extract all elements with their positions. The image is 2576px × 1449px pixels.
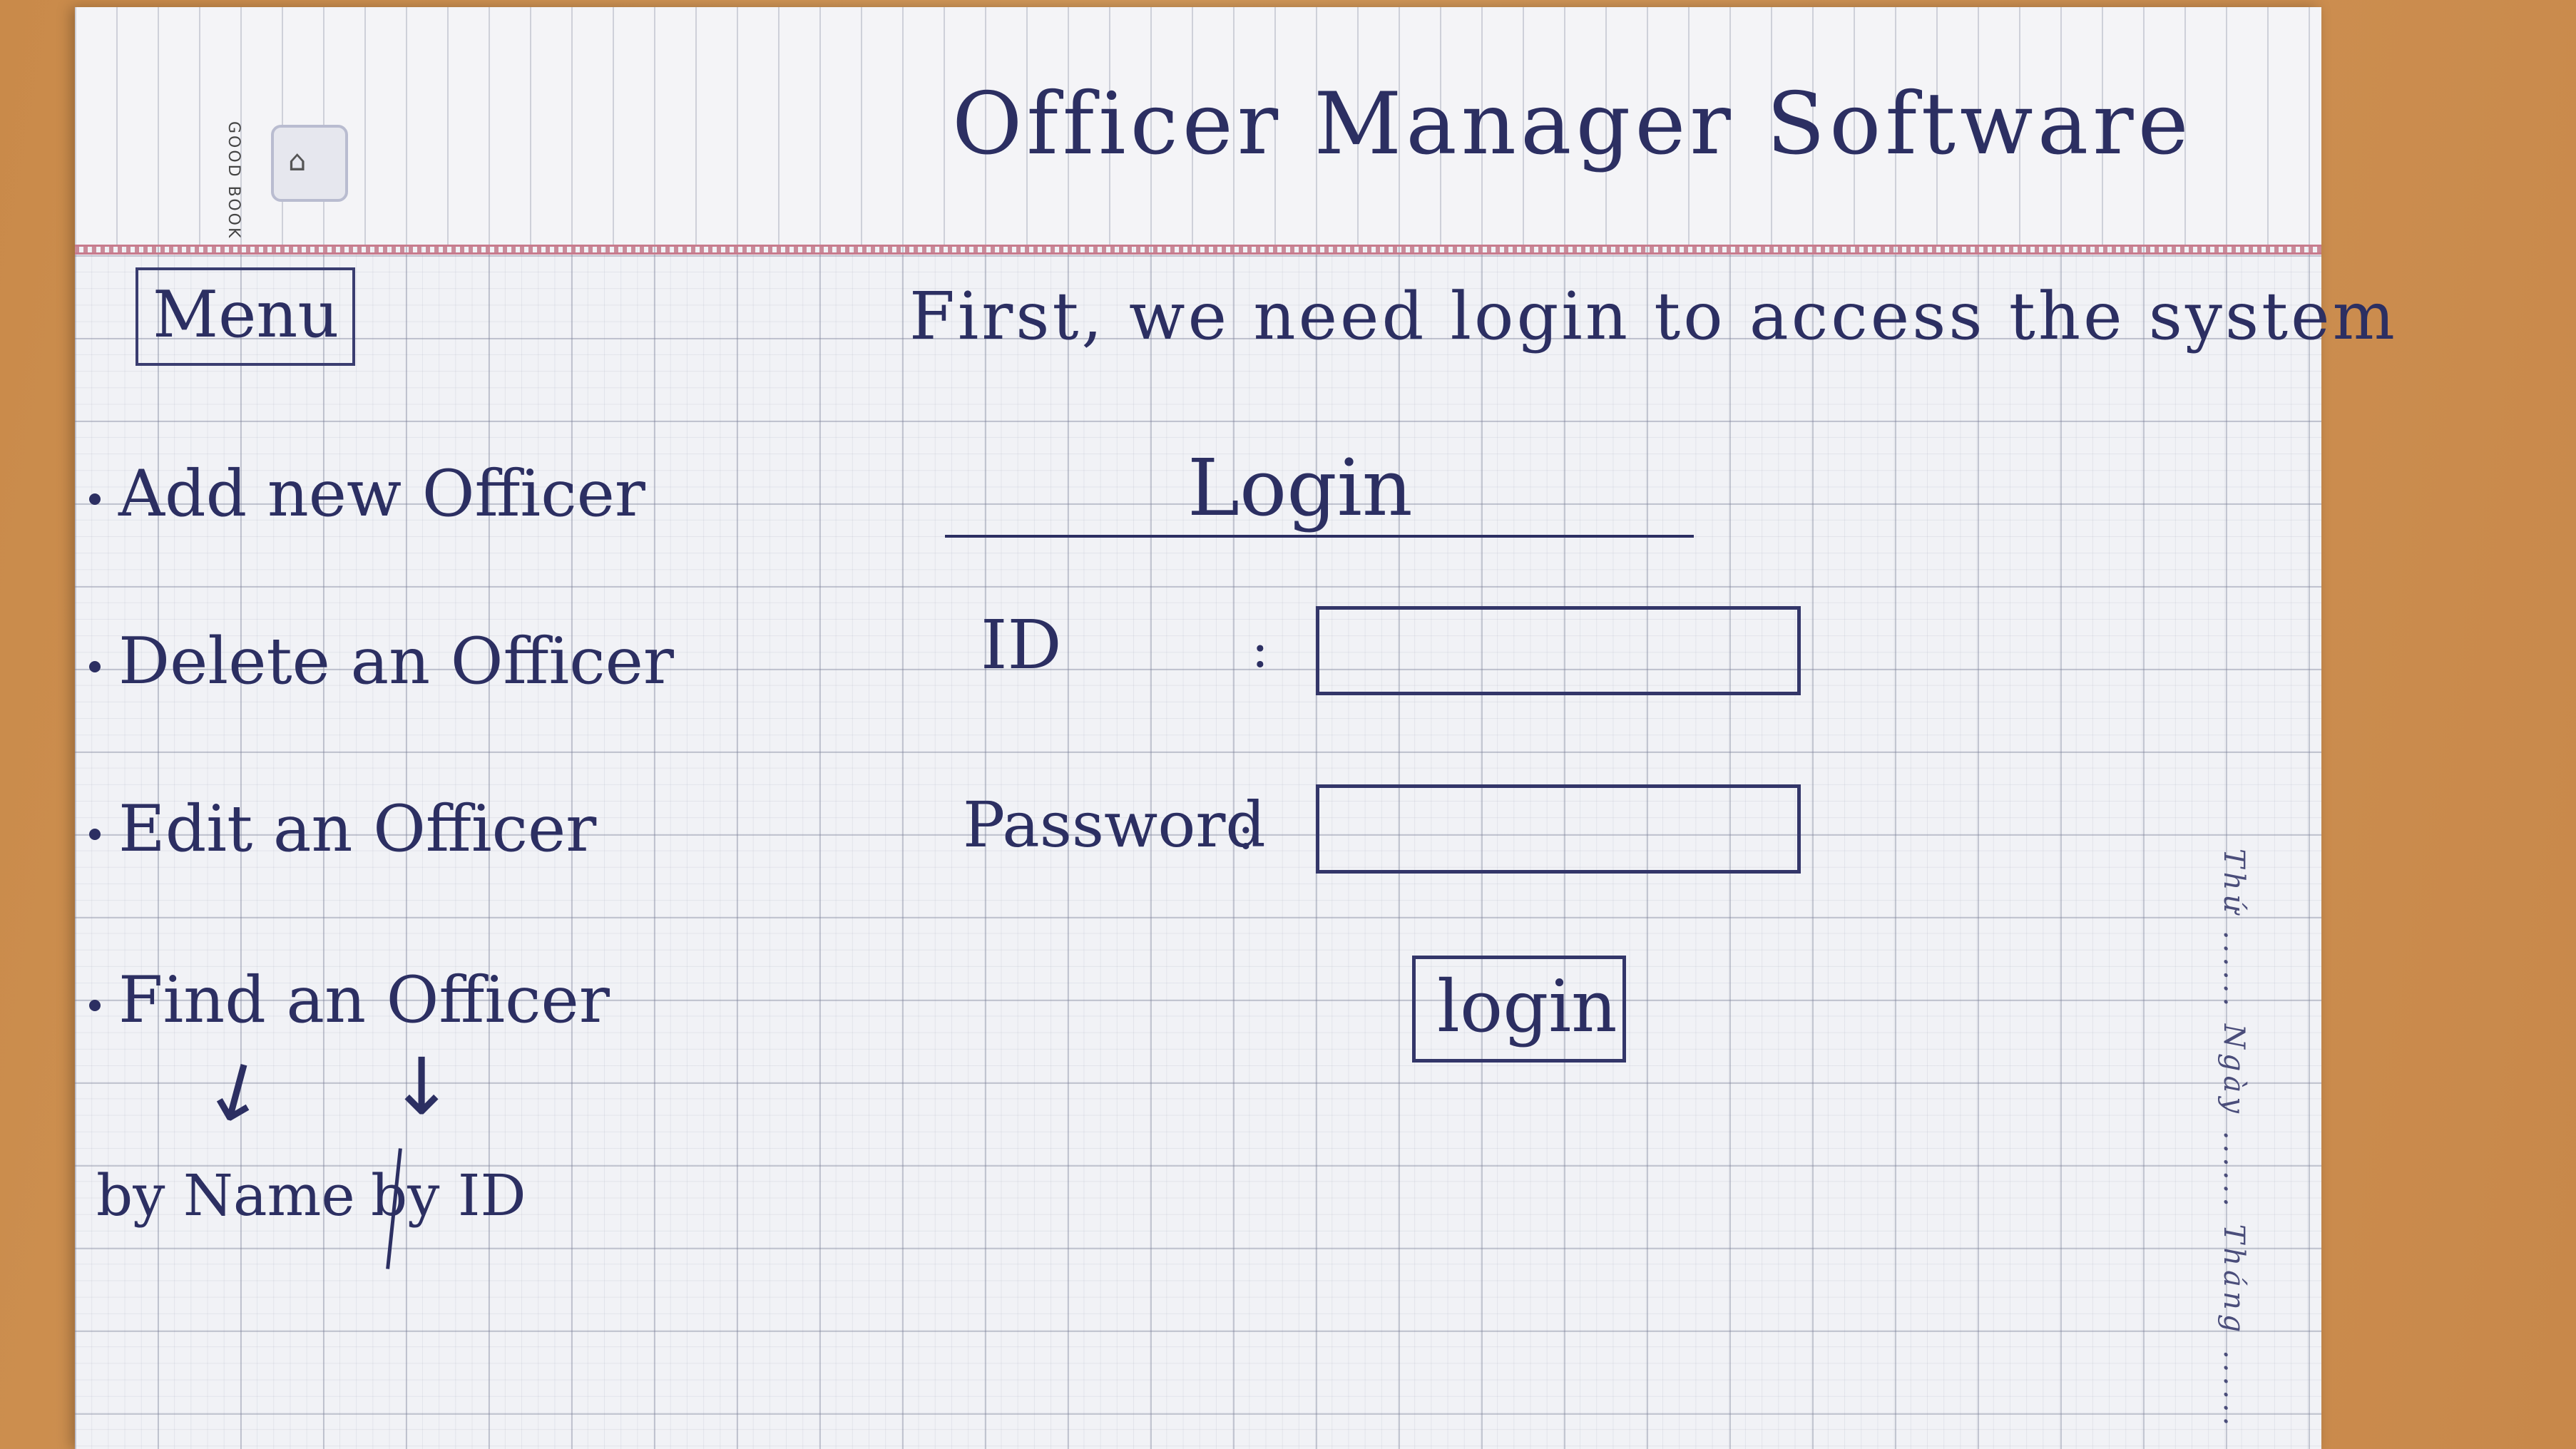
bullet-icon xyxy=(89,999,101,1011)
page-header-band xyxy=(75,7,2321,246)
menu-item-add-officer[interactable]: Add new Officer xyxy=(89,456,645,531)
menu-item-find-officer[interactable]: Find an Officer xyxy=(89,963,610,1038)
date-margin-note: Thứ ...... Ngày ...... Tháng ...... xyxy=(2217,849,2250,1430)
login-heading: Login xyxy=(1187,442,1413,533)
app-title: Officer Manager Software xyxy=(952,75,2193,174)
brand-logo-icon: ⌂ xyxy=(271,125,348,202)
notebook-page: GOOD BOOK ⌂ Officer Manager Software Men… xyxy=(75,7,2395,1449)
book-icon: ⌂ xyxy=(288,145,307,178)
bullet-icon xyxy=(89,660,101,672)
password-label: Password xyxy=(963,788,1266,861)
header-divider xyxy=(75,245,2321,255)
menu-item-label: Find an Officer xyxy=(118,963,610,1038)
find-by-name-option[interactable]: by Name xyxy=(96,1162,355,1229)
menu-item-edit-officer[interactable]: Edit an Officer xyxy=(89,792,596,866)
login-heading-underline xyxy=(945,535,1694,538)
bullet-icon xyxy=(89,828,101,840)
brand-mark: GOOD BOOK xyxy=(200,121,242,242)
menu-item-delete-officer[interactable]: Delete an Officer xyxy=(89,624,674,699)
menu-item-label: Add new Officer xyxy=(118,456,645,531)
find-by-id-option[interactable]: by ID xyxy=(371,1162,526,1229)
password-input[interactable] xyxy=(1316,784,1801,874)
arrow-down-icon: ↓ xyxy=(193,1041,280,1147)
login-button-label: login xyxy=(1437,965,1617,1048)
id-label: ID xyxy=(981,606,1062,685)
menu-item-label: Delete an Officer xyxy=(118,624,674,699)
menu-title-box: Menu xyxy=(136,267,355,366)
password-colon: : xyxy=(1237,802,1254,861)
brand-text: GOOD BOOK xyxy=(225,121,242,240)
menu-item-label: Edit an Officer xyxy=(118,792,597,866)
id-input[interactable] xyxy=(1316,606,1801,695)
login-instruction: First, we need login to access the syste… xyxy=(909,278,2398,354)
bullet-icon xyxy=(89,493,101,505)
id-colon: : xyxy=(1252,620,1269,679)
arrow-down-icon: ↓ xyxy=(389,1041,455,1132)
menu-title: Menu xyxy=(153,277,339,352)
login-button[interactable]: login xyxy=(1412,956,1626,1063)
